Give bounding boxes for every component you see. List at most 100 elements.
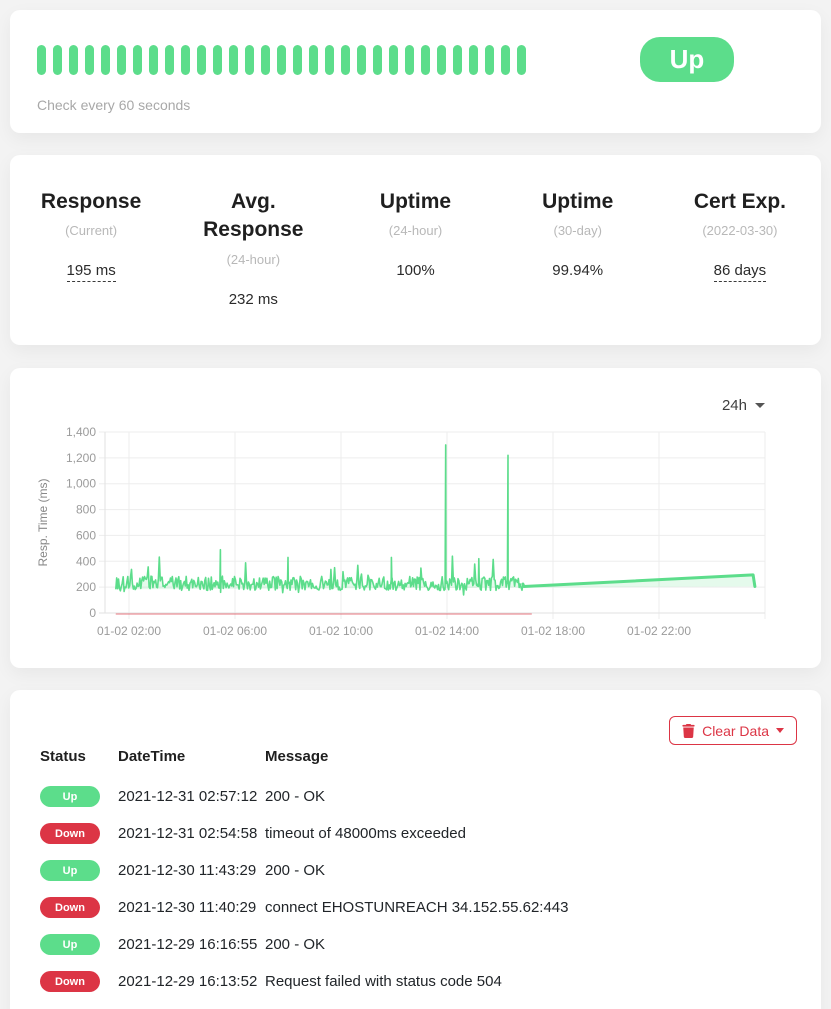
stat-title: Response: [40, 190, 142, 213]
status-pill-down: Down: [40, 823, 100, 844]
heartbeat-bar[interactable]: [421, 45, 430, 75]
heartbeat-bar[interactable]: [53, 45, 62, 75]
heartbeat-bar[interactable]: [69, 45, 78, 75]
status-badge: Up: [640, 37, 734, 82]
svg-text:1,200: 1,200: [66, 451, 96, 465]
event-message: 200 - OK: [265, 862, 326, 879]
table-row: Down 2021-12-30 11:40:29 connect EHOSTUNRE…: [40, 889, 797, 926]
heartbeat-bar[interactable]: [277, 45, 286, 75]
chart-period-value: 24h: [721, 397, 747, 414]
heartbeat-bar[interactable]: [501, 45, 510, 75]
check-interval-text: Check every 60 seconds: [37, 97, 191, 113]
chevron-down-icon: [776, 728, 784, 733]
heartbeat-bar[interactable]: [165, 45, 174, 75]
stat-title: Avg. Response: [203, 190, 304, 242]
heartbeat-bar[interactable]: [517, 45, 526, 75]
stat-subtitle: (24-hour): [388, 223, 443, 239]
column-header-message: Message: [265, 748, 329, 765]
table-row: Down 2021-12-31 02:54:58 timeout of 48000m…: [40, 815, 797, 852]
chart-card: 0 200 400 600 800 1,000 1,200 1,400 01-02 02:00 0…: [10, 368, 821, 668]
heartbeat-bar[interactable]: [357, 45, 366, 75]
stat-value-text: 100%: [396, 262, 435, 280]
stat-column: Cert Exp. (2022-03-30) 86 days: [659, 188, 821, 345]
event-datetime: 2021-12-31 02:57:12: [118, 788, 258, 805]
heartbeat-bar[interactable]: [37, 45, 46, 75]
heartbeat-bar[interactable]: [437, 45, 446, 75]
stat-value-text: 232 ms: [228, 290, 278, 308]
heartbeat-bar[interactable]: [485, 45, 494, 75]
heartbeat-bar[interactable]: [373, 45, 382, 75]
chevron-down-icon: [755, 403, 765, 408]
svg-text:Resp. Time (ms): Resp. Time (ms): [36, 478, 50, 566]
heartbeat-bar[interactable]: [389, 45, 398, 75]
column-header-status: Status: [40, 748, 86, 765]
heartbeat-bar[interactable]: [325, 45, 334, 75]
status-pill-down: Down: [40, 971, 100, 992]
trash-icon: [682, 723, 695, 738]
heartbeat-bar[interactable]: [117, 45, 126, 75]
event-datetime: 2021-12-30 11:40:29: [118, 899, 257, 916]
column-header-datetime: DateTime: [118, 748, 186, 765]
stat-value-tooltip[interactable]: 195 ms: [66, 262, 116, 283]
stat-title: Uptime: [379, 190, 452, 213]
stat-value-tooltip[interactable]: 86 days: [713, 262, 767, 283]
stat-column: Uptime (24-hour) 100%: [334, 188, 496, 345]
stat-subtitle: (30-day): [553, 223, 602, 239]
heartbeat-bar[interactable]: [181, 45, 190, 75]
status-pill-up: Up: [40, 786, 100, 807]
table-row: Down 2021-12-29 16:13:52 Request failed wi…: [40, 963, 797, 1000]
heartbeat-bar[interactable]: [405, 45, 414, 75]
clear-data-button[interactable]: Clear Data: [669, 716, 797, 745]
event-datetime: 2021-12-29 16:16:55: [118, 936, 258, 953]
svg-text:01-02 14:00: 01-02 14:00: [415, 624, 479, 638]
svg-text:600: 600: [76, 528, 96, 542]
heartbeat-bar[interactable]: [293, 45, 302, 75]
events-table-header: Status DateTime Message: [40, 748, 797, 778]
event-message: 200 - OK: [265, 936, 326, 953]
heartbeat-bar[interactable]: [261, 45, 270, 75]
heartbeat-bar[interactable]: [309, 45, 318, 75]
events-table-body: Up 2021-12-31 02:57:12 200 - OK Down 2021-12…: [40, 778, 797, 1000]
stat-column: Uptime (30-day) 99.94%: [497, 188, 659, 345]
events-card: Clear Data Status DateTime Message Up 2021-…: [10, 690, 821, 1009]
event-datetime: 2021-12-31 02:54:58: [118, 825, 258, 842]
stat-value: 100%: [352, 262, 478, 279]
heartbeat-bar[interactable]: [341, 45, 350, 75]
table-row: Up 2021-12-30 11:43:29 200 - OK: [40, 852, 797, 889]
svg-text:01-02 22:00: 01-02 22:00: [627, 624, 691, 638]
svg-text:1,000: 1,000: [66, 477, 96, 491]
stat-value: 99.94%: [515, 262, 641, 279]
svg-text:200: 200: [76, 580, 96, 594]
table-row: Up 2021-12-29 16:16:55 200 - OK: [40, 926, 797, 963]
stat-subtitle: (Current): [65, 223, 118, 239]
event-message: Request failed with status code 504: [265, 973, 502, 990]
stat-title: Cert Exp.: [693, 190, 787, 213]
table-row: Up 2021-12-31 02:57:12 200 - OK: [40, 778, 797, 815]
stat-subtitle: (24-hour): [226, 251, 281, 267]
heartbeat-bar[interactable]: [197, 45, 206, 75]
svg-text:01-02 10:00: 01-02 10:00: [309, 624, 373, 638]
events-table: Status DateTime Message Up 2021-12-31 02:57…: [40, 748, 797, 1000]
stats-card: Response (Current) 195 ms Avg. Response (24-…: [10, 155, 821, 345]
heartbeat-bar[interactable]: [469, 45, 478, 75]
heartbeat-bar[interactable]: [149, 45, 158, 75]
stat-value: 86 days: [677, 262, 803, 283]
heartbeat-bar[interactable]: [453, 45, 462, 75]
svg-text:400: 400: [76, 554, 96, 568]
heartbeat-bar[interactable]: [229, 45, 238, 75]
heartbeat-bar[interactable]: [101, 45, 110, 75]
svg-text:1,400: 1,400: [66, 425, 96, 439]
heartbeat-bar[interactable]: [213, 45, 222, 75]
status-pill-up: Up: [40, 860, 100, 881]
event-message: timeout of 48000ms exceeded: [265, 825, 466, 842]
heartbeat-bar[interactable]: [133, 45, 142, 75]
svg-text:800: 800: [76, 503, 96, 517]
status-pill-down: Down: [40, 897, 100, 918]
stat-column: Avg. Response (24-hour) 232 ms: [172, 188, 334, 345]
event-datetime: 2021-12-30 11:43:29: [118, 862, 257, 879]
response-time-chart: 0 200 400 600 800 1,000 1,200 1,400 01-02 02:00 0…: [36, 425, 766, 638]
heartbeat-bar[interactable]: [85, 45, 94, 75]
chart-period-select[interactable]: 24h: [722, 397, 765, 414]
event-message: 200 - OK: [265, 788, 326, 805]
heartbeat-bar[interactable]: [245, 45, 254, 75]
